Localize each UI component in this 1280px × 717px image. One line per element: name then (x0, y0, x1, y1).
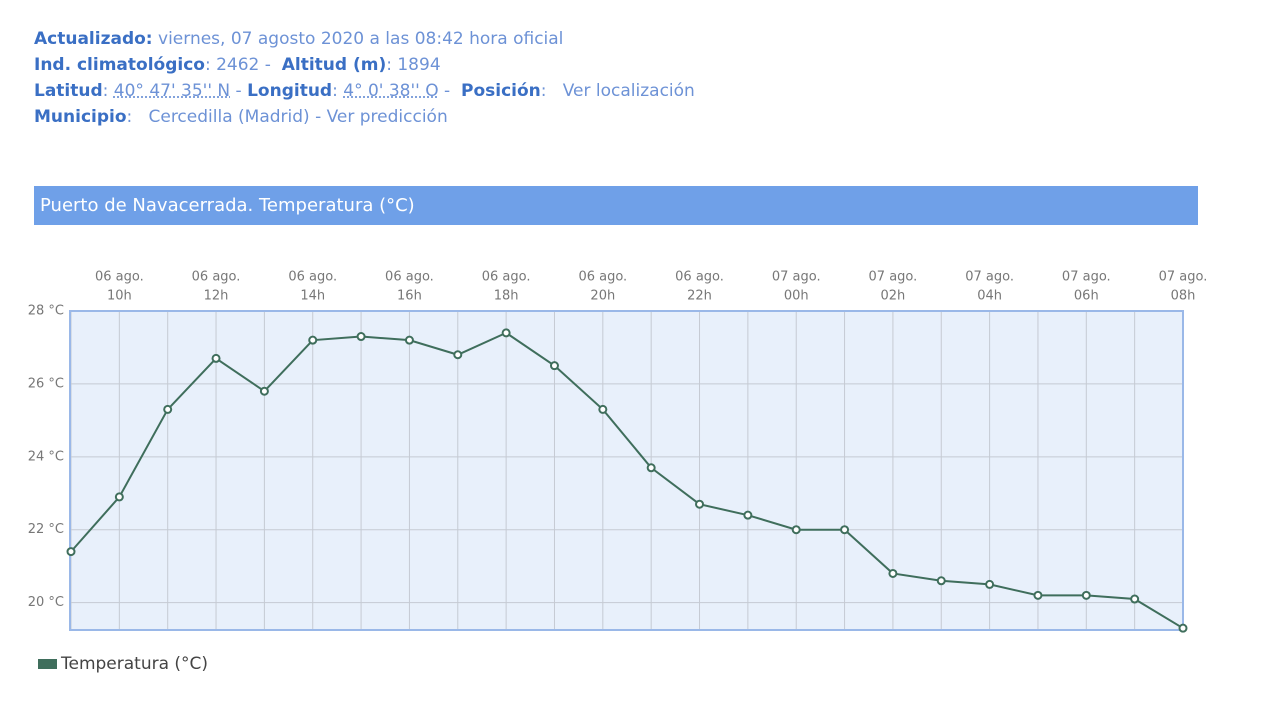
info-link[interactable]: Cercedilla (Madrid) - Ver predicción (148, 107, 448, 127)
chart-title: Puerto de Navacerrada. Temperatura (°C) (34, 186, 1198, 225)
y-tick-label: 20 °C (28, 595, 64, 610)
point (985, 579, 995, 589)
x-tick-label: 10h (107, 289, 132, 304)
x-tick-label: 16h (397, 289, 422, 304)
point (1033, 590, 1043, 600)
x-tick-label: 06 ago. (578, 270, 627, 285)
y-tick-label: 26 °C (28, 376, 64, 391)
info-link[interactable]: Ver localización (562, 81, 695, 101)
line (70, 331, 1184, 630)
info-line: Latitud: 40° 47' 35'' N - Longitud: 4° 0… (34, 78, 695, 104)
y-tick-label: 24 °C (28, 449, 64, 464)
legend-label: Temperatura (°C) (60, 654, 208, 674)
x-tick-label: 07 ago. (965, 270, 1014, 285)
point (211, 353, 221, 363)
info-value: : (102, 81, 114, 101)
x-tick-label: 07 ago. (772, 270, 821, 285)
x-tick-label: 06h (1074, 289, 1099, 304)
x-tick-label: 08h (1171, 289, 1196, 304)
info-label: Municipio (34, 107, 127, 127)
point (1130, 594, 1140, 604)
x-tick-label: 12h (204, 289, 229, 304)
point (259, 386, 269, 396)
point (308, 335, 318, 345)
info-value: : 1894 (386, 55, 441, 75)
x-tick-label: 02h (881, 289, 906, 304)
plot-border (69, 310, 1184, 631)
x-tick-label: 20h (590, 289, 615, 304)
info-value: : (332, 81, 344, 101)
point (1081, 590, 1091, 600)
info-value: : 2462 - (204, 55, 282, 75)
info-label: Actualizado: (34, 29, 153, 49)
point (888, 568, 898, 578)
point (840, 525, 850, 535)
y-tick-label: 28 °C (28, 304, 64, 319)
point (695, 499, 705, 509)
point (1178, 623, 1188, 633)
x-tick-label: 07 ago. (869, 270, 918, 285)
info-label: Posición (461, 81, 541, 101)
point (791, 525, 801, 535)
y-tick-label: 22 °C (28, 522, 64, 537)
x-tick-label: 06 ago. (95, 270, 144, 285)
point (356, 332, 366, 342)
info-label: Latitud (34, 81, 103, 101)
x-tick-label: 06 ago. (675, 270, 724, 285)
info-value: : (126, 107, 149, 127)
point (646, 463, 656, 473)
x-tick-label: 06 ago. (482, 270, 531, 285)
info-dotted: 4° 0' 38'' O (343, 81, 439, 101)
x-tick-label: 22h (687, 289, 712, 304)
point (598, 404, 608, 414)
point (114, 492, 124, 502)
point (743, 510, 753, 520)
info-label: Longitud (247, 81, 333, 101)
point (404, 335, 414, 345)
info-label: Ind. climatológico (34, 55, 205, 75)
info-dotted: 40° 47' 35'' N (113, 81, 231, 101)
info-label: Altitud (m) (281, 55, 387, 75)
x-tick-label: 06 ago. (192, 270, 241, 285)
x-tick-label: 18h (494, 289, 519, 304)
x-tick-label: 07 ago. (1062, 270, 1111, 285)
x-tick-label: 14h (300, 289, 325, 304)
point (501, 328, 511, 338)
point (66, 547, 76, 557)
info-value: - (438, 81, 461, 101)
point (549, 361, 559, 371)
info-value: viernes, 07 agosto 2020 a las 08:42 hora… (152, 29, 564, 49)
station-info: Actualizado: viernes, 07 agosto 2020 a l… (34, 26, 695, 130)
x-tick-label: 00h (784, 289, 809, 304)
info-line: Municipio: Cercedilla (Madrid) - Ver pre… (34, 104, 695, 130)
info-line: Ind. climatológico: 2462 - Altitud (m): … (34, 52, 695, 78)
info-line: Actualizado: viernes, 07 agosto 2020 a l… (34, 26, 695, 52)
x-tick-label: 06 ago. (288, 270, 337, 285)
x-tick-label: 07 ago. (1159, 270, 1208, 285)
info-value: - (230, 81, 248, 101)
x-tick-label: 06 ago. (385, 270, 434, 285)
point (453, 350, 463, 360)
legend-swatch (38, 659, 57, 669)
point (936, 576, 946, 586)
plot-area (70, 311, 1183, 630)
point (163, 404, 173, 414)
x-tick-label: 04h (977, 289, 1002, 304)
info-value: : (540, 81, 563, 101)
